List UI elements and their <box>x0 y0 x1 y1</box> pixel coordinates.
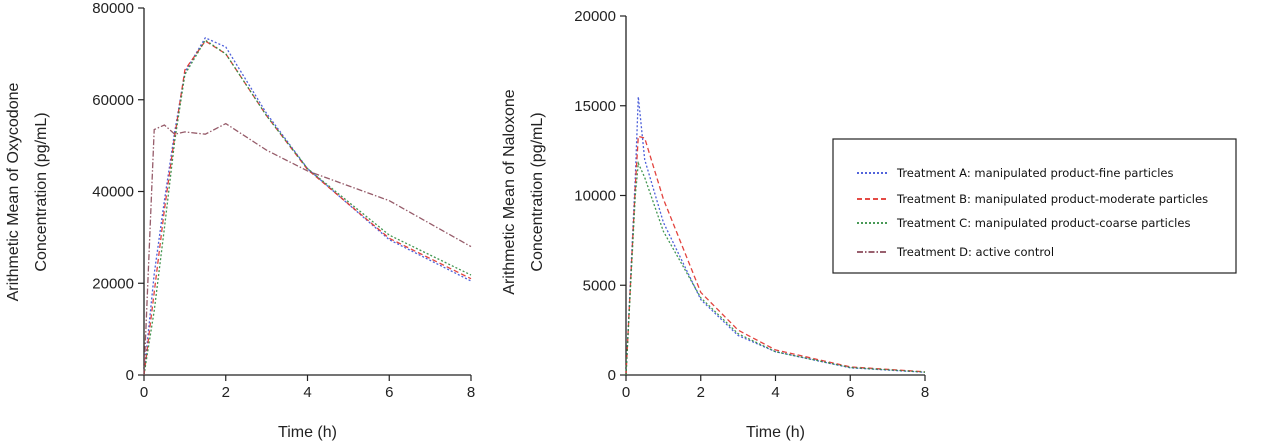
y-axis-title-line: Concentration (pg/mL) <box>33 112 50 271</box>
y-tick-label: 60000 <box>92 92 134 109</box>
y-tick-label: 0 <box>126 367 134 384</box>
x-axis-title: Time (h) <box>746 424 805 441</box>
oxycodone-series-c <box>143 39 472 376</box>
legend-label: Treatment D: active control <box>896 245 1054 259</box>
y-axis-title-line: Concentration (pg/mL) <box>529 112 546 271</box>
y-tick-label: 20000 <box>92 275 134 292</box>
y-tick-label: 20000 <box>574 8 616 25</box>
oxycodone-series-b <box>143 40 472 376</box>
legend-box <box>832 138 1237 274</box>
legend-label: Treatment A: manipulated product-fine pa… <box>896 166 1173 180</box>
x-tick-label: 8 <box>921 384 929 401</box>
y-tick-label: 40000 <box>92 184 134 201</box>
x-tick-label: 0 <box>622 384 630 401</box>
y-axis-title-line: Arithmetic Mean of Oxycodone <box>5 83 22 302</box>
x-tick-label: 6 <box>846 384 854 401</box>
x-tick-label: 2 <box>222 384 230 401</box>
legend-label: Treatment C: manipulated product-coarse … <box>896 216 1190 230</box>
oxycodone-series-a <box>143 36 472 376</box>
y-tick-label: 5000 <box>583 277 616 294</box>
oxycodone-series-d <box>143 122 472 376</box>
oxycodone-chart: 0 20000 40000 60000 80000 0 2 4 6 8 Time (h) Arithm… <box>5 0 475 441</box>
x-tick-label: 6 <box>385 384 393 401</box>
naloxone-chart: 0 5000 10000 15000 20000 0 2 4 6 8 Time (h) Arithme… <box>501 8 929 441</box>
y-tick-label: 10000 <box>574 188 616 205</box>
legend-label: Treatment B: manipulated product-moderat… <box>896 192 1208 206</box>
legend: Treatment A: manipulated product-fine pa… <box>832 138 1237 274</box>
x-tick-label: 8 <box>467 384 475 401</box>
y-tick-label: 80000 <box>92 0 134 17</box>
x-tick-label: 4 <box>303 384 311 401</box>
y-tick-label: 0 <box>608 367 616 384</box>
x-axis-title: Time (h) <box>278 424 337 441</box>
naloxone-series-c <box>625 160 926 376</box>
y-axis-title-line: Arithmetic Mean of Naloxone <box>501 89 518 295</box>
x-tick-label: 2 <box>697 384 705 401</box>
x-tick-label: 4 <box>771 384 779 401</box>
x-tick-label: 0 <box>140 384 148 401</box>
y-tick-label: 15000 <box>574 98 616 115</box>
